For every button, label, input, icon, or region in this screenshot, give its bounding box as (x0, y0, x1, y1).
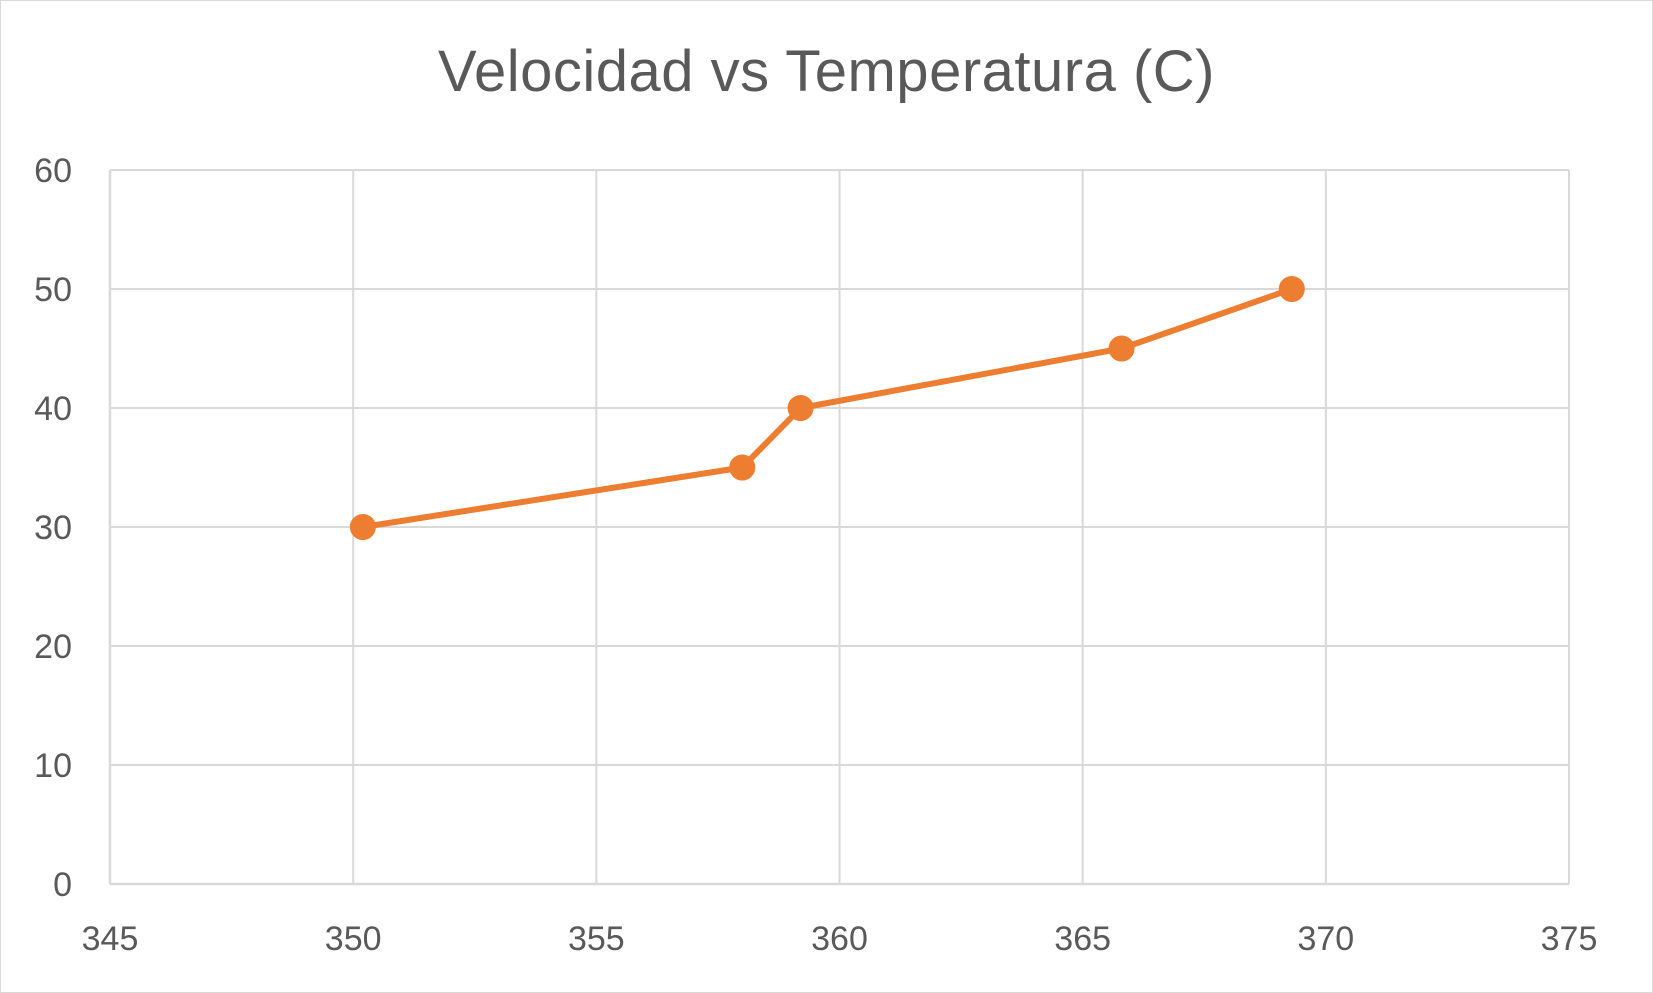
x-tick-label: 345 (82, 920, 139, 958)
gridlines (110, 169, 1570, 884)
data-point (1108, 335, 1135, 362)
x-tick-label: 355 (568, 920, 625, 958)
data-point (787, 395, 814, 421)
x-tick-label: 360 (811, 920, 868, 958)
y-tick-label: 50 (34, 271, 72, 309)
y-tick-label: 60 (34, 152, 72, 190)
x-tick-label: 370 (1297, 920, 1354, 958)
y-tick-label: 20 (34, 628, 72, 666)
data-series (349, 276, 1305, 540)
x-tick-label: 350 (325, 920, 382, 958)
x-tick-label: 375 (1541, 920, 1598, 958)
axes (108, 170, 1569, 886)
y-tick-labels: 0 10 20 30 40 50 60 (34, 152, 72, 904)
x-tick-label: 365 (1054, 920, 1111, 958)
y-tick-label: 30 (34, 509, 72, 547)
data-point (1278, 276, 1305, 302)
x-tick-labels: 345 350 355 360 365 370 375 (82, 920, 1598, 958)
y-tick-label: 40 (34, 390, 72, 428)
data-point (729, 454, 756, 481)
data-point (349, 514, 376, 540)
y-tick-label: 10 (34, 747, 72, 785)
y-tick-label: 0 (53, 866, 72, 904)
chart-title: Velocidad vs Temperatura (C) (438, 39, 1215, 104)
